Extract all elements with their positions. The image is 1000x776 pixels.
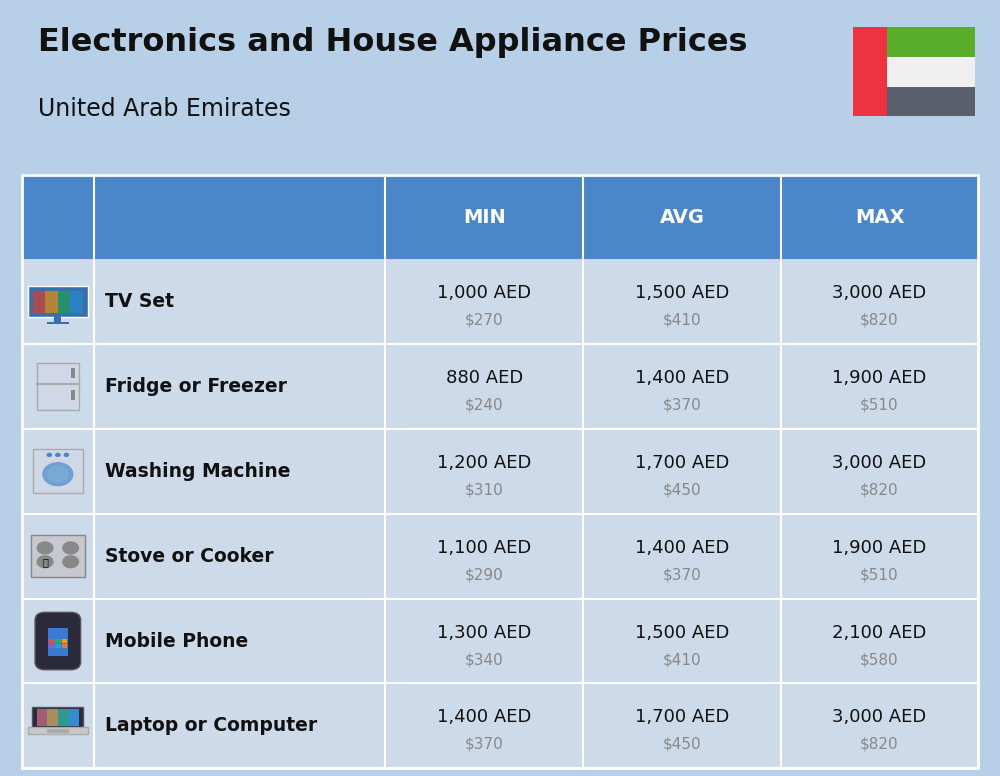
Bar — [853, 87, 975, 116]
Text: 1,100 AED: 1,100 AED — [437, 539, 531, 556]
Bar — [853, 57, 975, 87]
Text: 1,400 AED: 1,400 AED — [635, 369, 729, 387]
Bar — [37, 709, 79, 726]
Text: 2,100 AED: 2,100 AED — [832, 624, 927, 642]
Bar — [71, 390, 75, 400]
Bar — [32, 706, 83, 729]
Text: Washing Machine: Washing Machine — [105, 462, 291, 481]
Text: $510: $510 — [860, 567, 899, 582]
Text: 1,700 AED: 1,700 AED — [635, 708, 729, 726]
Circle shape — [46, 452, 52, 457]
Text: MIN: MIN — [463, 207, 506, 227]
Bar — [47, 322, 69, 324]
Bar — [33, 291, 45, 313]
Text: $410: $410 — [663, 652, 701, 667]
Text: $450: $450 — [663, 737, 701, 752]
Bar — [70, 291, 83, 313]
Text: $340: $340 — [465, 652, 504, 667]
Text: $410: $410 — [663, 313, 701, 328]
Text: 1,400 AED: 1,400 AED — [635, 539, 729, 556]
Text: 1,500 AED: 1,500 AED — [635, 624, 729, 642]
Bar — [22, 598, 978, 684]
Text: Fridge or Freezer: Fridge or Freezer — [105, 377, 287, 396]
Bar — [22, 175, 978, 259]
Text: $820: $820 — [860, 737, 899, 752]
Circle shape — [64, 452, 69, 457]
Bar — [49, 644, 54, 648]
Polygon shape — [62, 555, 79, 568]
Text: 1,200 AED: 1,200 AED — [437, 454, 531, 472]
Text: 1,400 AED: 1,400 AED — [437, 708, 531, 726]
Text: United Arab Emirates: United Arab Emirates — [38, 97, 291, 121]
Bar — [33, 449, 83, 494]
Bar — [58, 291, 70, 313]
Bar — [37, 363, 79, 410]
Text: Laptop or Computer: Laptop or Computer — [105, 716, 317, 736]
Bar — [45, 291, 58, 313]
Text: $820: $820 — [860, 483, 899, 497]
Bar — [22, 684, 978, 768]
Polygon shape — [37, 555, 54, 568]
Bar — [47, 729, 69, 733]
Polygon shape — [37, 542, 54, 555]
Bar — [55, 639, 61, 643]
Bar — [48, 628, 68, 656]
Bar — [47, 709, 58, 726]
Bar — [28, 727, 88, 734]
Text: $450: $450 — [663, 483, 701, 497]
Text: $270: $270 — [465, 313, 504, 328]
Text: Electronics and House Appliance Prices: Electronics and House Appliance Prices — [38, 27, 748, 58]
Text: Mobile Phone: Mobile Phone — [105, 632, 248, 650]
Bar — [62, 644, 67, 648]
Text: 1,300 AED: 1,300 AED — [437, 624, 531, 642]
Bar — [69, 709, 79, 726]
Bar — [22, 429, 978, 514]
Text: $370: $370 — [465, 737, 504, 752]
Text: 1,700 AED: 1,700 AED — [635, 454, 729, 472]
Bar — [28, 286, 88, 317]
Text: Stove or Cooker: Stove or Cooker — [105, 547, 274, 566]
Text: 3,000 AED: 3,000 AED — [832, 454, 927, 472]
Bar — [71, 369, 75, 379]
Text: 1,500 AED: 1,500 AED — [635, 284, 729, 303]
Text: $370: $370 — [663, 398, 701, 413]
Text: TV Set: TV Set — [105, 293, 174, 311]
Text: $310: $310 — [465, 483, 504, 497]
Text: $580: $580 — [860, 652, 899, 667]
Text: $240: $240 — [465, 398, 504, 413]
Text: 1,000 AED: 1,000 AED — [437, 284, 531, 303]
Bar — [49, 639, 54, 643]
Text: $290: $290 — [465, 567, 504, 582]
Text: $370: $370 — [663, 567, 701, 582]
Bar — [853, 27, 975, 57]
Polygon shape — [42, 462, 73, 487]
Polygon shape — [47, 466, 69, 483]
Text: 🔥: 🔥 — [42, 556, 48, 566]
Text: AVG: AVG — [660, 207, 705, 227]
Bar — [33, 291, 83, 313]
Bar — [31, 535, 85, 577]
Text: 3,000 AED: 3,000 AED — [832, 708, 927, 726]
Polygon shape — [62, 542, 79, 555]
Bar — [37, 709, 47, 726]
Text: 3,000 AED: 3,000 AED — [832, 284, 927, 303]
Bar — [62, 639, 67, 643]
Text: $510: $510 — [860, 398, 899, 413]
Bar — [54, 316, 61, 323]
Bar — [853, 27, 887, 116]
Bar — [22, 175, 978, 768]
Bar — [58, 709, 69, 726]
Text: $820: $820 — [860, 313, 899, 328]
FancyBboxPatch shape — [35, 612, 81, 670]
Text: 880 AED: 880 AED — [446, 369, 523, 387]
Bar — [55, 644, 61, 648]
Bar — [22, 514, 978, 598]
Text: 1,900 AED: 1,900 AED — [832, 369, 927, 387]
Bar — [22, 259, 978, 345]
Text: MAX: MAX — [855, 207, 904, 227]
Circle shape — [55, 452, 61, 457]
Text: 1,900 AED: 1,900 AED — [832, 539, 927, 556]
Bar — [22, 345, 978, 429]
